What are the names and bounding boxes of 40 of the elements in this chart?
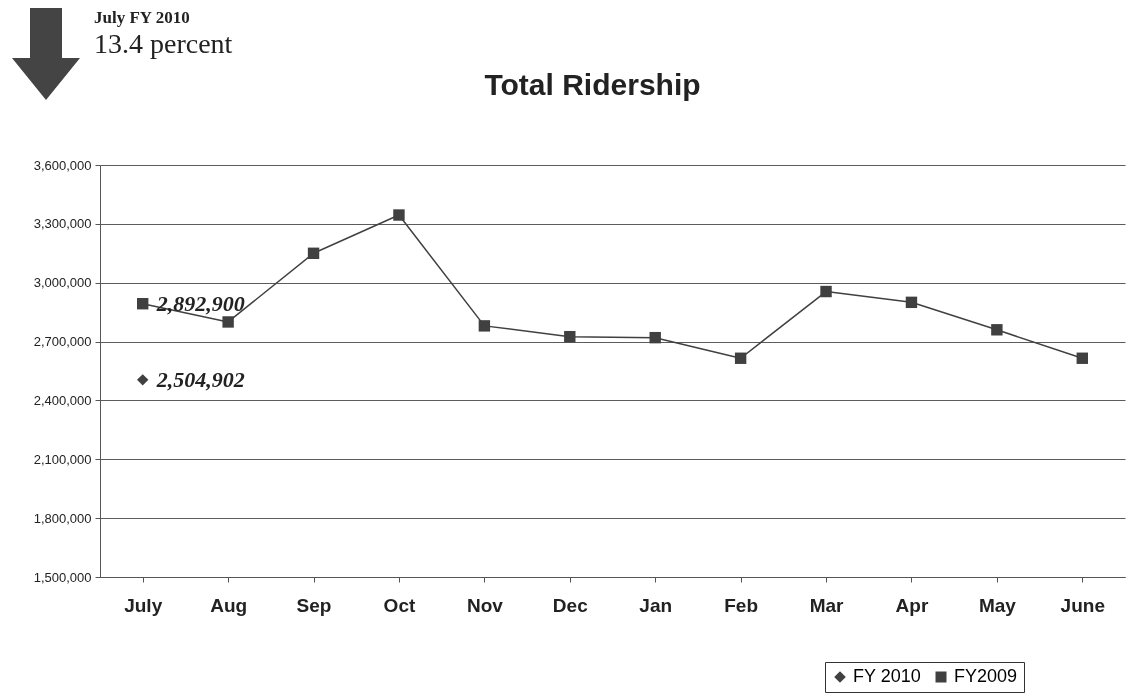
legend-label: FY2009 <box>954 666 1018 686</box>
point <box>991 324 1003 336</box>
x-tick-label: July <box>124 594 163 616</box>
x-tick-label: May <box>978 594 1017 616</box>
point <box>734 352 747 364</box>
y-tick-label: 2,400,000 <box>33 392 92 408</box>
point <box>478 320 491 332</box>
point <box>307 247 320 259</box>
text: July FY 2010 <box>94 8 191 28</box>
y-tick-label: 2,100,000 <box>33 451 92 467</box>
point <box>137 374 149 386</box>
y-tick-label: 3,000,000 <box>33 275 92 291</box>
point <box>393 209 405 221</box>
text: 13.4 percent <box>94 28 233 60</box>
point <box>1076 352 1088 364</box>
point <box>649 331 661 344</box>
y-tick-label: 1,500,000 <box>33 569 92 585</box>
x-tick-label: Oct <box>383 594 416 616</box>
point <box>137 298 149 310</box>
y-tick-label: 3,600,000 <box>33 157 92 173</box>
y-tick-label: 1,800,000 <box>33 510 92 526</box>
y-tick-label: 2,700,000 <box>33 334 92 350</box>
x-tick-label: Aug <box>210 594 248 616</box>
x-tick-label: Nov <box>466 594 504 616</box>
y-tick-label: 3,300,000 <box>33 216 92 232</box>
x-tick-label: Feb <box>724 594 759 616</box>
data-label: 2,892,900 <box>155 290 245 316</box>
x-tick-label: June <box>1060 594 1105 616</box>
x-tick-label: Mar <box>809 594 845 616</box>
point <box>564 330 576 343</box>
data-label: 2,504,902 <box>155 366 245 392</box>
x-tick-label: Jan <box>639 594 673 616</box>
point <box>905 296 918 309</box>
point <box>820 285 832 298</box>
x-tick-label: Sep <box>296 594 332 616</box>
x-tick-label: Dec <box>552 594 589 616</box>
chart-title: Total Ridership <box>484 68 701 101</box>
x-tick-label: Apr <box>895 594 929 616</box>
point <box>222 316 234 328</box>
legend-label: FY 2010 <box>853 666 921 686</box>
